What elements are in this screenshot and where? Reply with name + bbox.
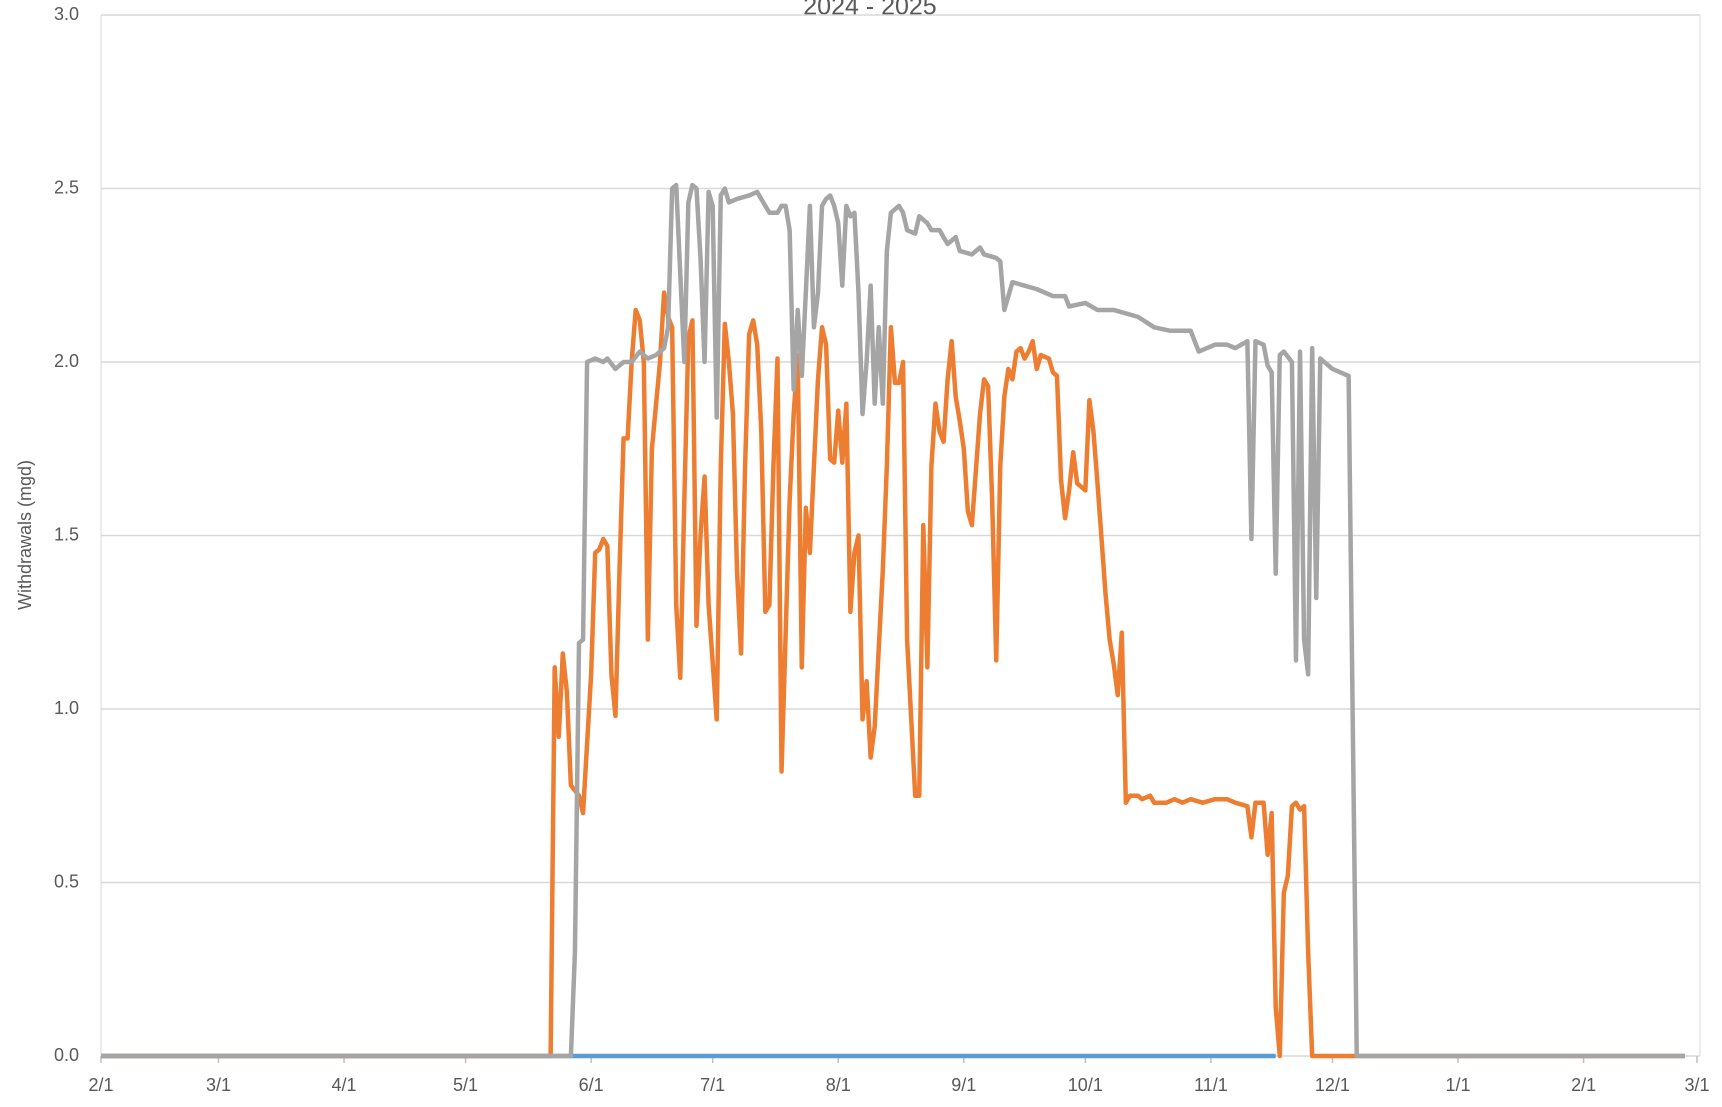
series-line xyxy=(101,182,1685,1059)
x-tick-label: 6/1 xyxy=(579,1075,604,1095)
x-tick-label: 3/1 xyxy=(1684,1075,1709,1095)
y-tick-label: 2.0 xyxy=(54,351,79,371)
x-tick-label: 9/1 xyxy=(951,1075,976,1095)
x-tick-label: 3/1 xyxy=(206,1075,231,1095)
x-tick-label: 1/1 xyxy=(1445,1075,1470,1095)
x-tick-label: 10/1 xyxy=(1068,1075,1103,1095)
x-tick-label: 8/1 xyxy=(826,1075,851,1095)
x-tick-label: 7/1 xyxy=(700,1075,725,1095)
y-tick-label: 3.0 xyxy=(54,4,79,24)
x-tick-label: 11/1 xyxy=(1194,1075,1228,1095)
x-tick-label: 2/1 xyxy=(1571,1075,1596,1095)
x-tick-label: 2/1 xyxy=(88,1075,113,1095)
y-axis-label: Withdrawals (mgd) xyxy=(15,460,35,610)
y-tick-label: 1.5 xyxy=(54,524,79,544)
x-tick-label: 4/1 xyxy=(332,1075,357,1095)
y-tick-label: 1.0 xyxy=(54,698,79,718)
x-tick-label: 5/1 xyxy=(453,1075,478,1095)
x-tick-label: 12/1 xyxy=(1315,1075,1350,1095)
y-tick-label: 2.5 xyxy=(54,177,79,197)
chart-title: 2024 - 2025 xyxy=(803,0,936,21)
y-tick-label: 0.5 xyxy=(54,871,79,891)
y-tick-label: 0.0 xyxy=(54,1045,79,1065)
